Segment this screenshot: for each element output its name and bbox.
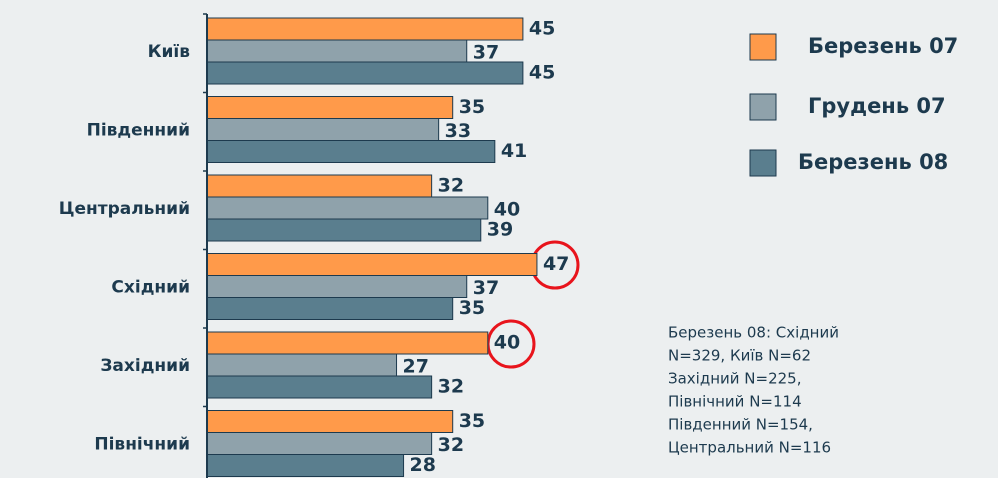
note-line: Північний N=114 [668, 393, 802, 411]
bar [206, 331, 489, 355]
note-line: N=329, Київ N=62 [668, 347, 811, 365]
bar [206, 17, 524, 41]
bar [206, 353, 398, 377]
value-label: 33 [445, 120, 471, 142]
note-line: Березень 08: Східний [668, 324, 839, 342]
bar [206, 253, 538, 276]
value-label: 35 [459, 297, 485, 319]
value-label: 41 [501, 140, 527, 162]
bar [206, 39, 468, 63]
note-line: Центральний N=116 [668, 439, 831, 457]
value-label: 35 [459, 410, 485, 432]
value-label: 32 [438, 175, 464, 197]
value-label: 37 [473, 277, 499, 299]
bar [206, 375, 433, 399]
bar [206, 61, 524, 85]
bar [206, 140, 496, 163]
legend-swatch [749, 33, 777, 61]
bar [206, 410, 454, 433]
value-label: 45 [529, 62, 555, 84]
value-label: 32 [438, 376, 464, 398]
value-label: 27 [403, 356, 429, 378]
bar [206, 96, 454, 119]
value-label: 32 [438, 434, 464, 456]
legend-label: Березень 08 [798, 150, 948, 174]
value-label: 35 [459, 96, 485, 118]
category-label: Київ [148, 42, 191, 62]
value-label: 28 [410, 454, 436, 476]
note-line: Західний N=225, [668, 370, 801, 388]
bar [206, 218, 482, 242]
bar [206, 275, 468, 298]
category-label: Північний [94, 435, 190, 455]
legend-label: Грудень 07 [808, 94, 946, 118]
bar [206, 174, 433, 198]
bar [206, 118, 440, 141]
legend-swatch [749, 149, 777, 177]
bar [206, 454, 405, 477]
bar [206, 297, 454, 320]
note-line: Південний N=154, [668, 416, 813, 434]
legend-label: Березень 07 [808, 34, 958, 58]
category-label: Південний [87, 121, 190, 141]
category-label: Центральний [59, 199, 190, 219]
value-label: 37 [473, 42, 499, 64]
bar [206, 432, 433, 455]
category-label: Східний [111, 278, 190, 298]
category-label: Західний [100, 356, 190, 376]
legend-swatch [749, 93, 777, 121]
value-label: 40 [494, 332, 520, 354]
value-label: 40 [494, 199, 520, 221]
value-label: 47 [543, 253, 569, 275]
value-label: 39 [487, 219, 513, 241]
value-label: 45 [529, 18, 555, 40]
bar [206, 196, 489, 220]
